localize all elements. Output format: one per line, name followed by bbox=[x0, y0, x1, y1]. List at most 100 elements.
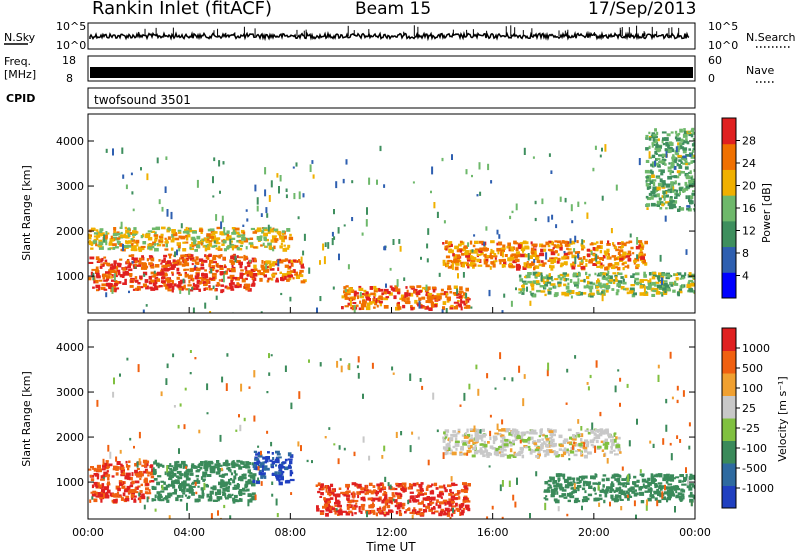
velocity-cell bbox=[463, 452, 467, 456]
power-cell bbox=[458, 244, 462, 247]
velocity-cell bbox=[584, 490, 587, 494]
velocity-cell bbox=[224, 473, 228, 476]
velocity-sparse-cell bbox=[173, 405, 176, 408]
velocity-sparse-cell bbox=[247, 479, 250, 485]
velocity-cell bbox=[603, 453, 606, 457]
velocity-sparse-cell bbox=[580, 426, 583, 431]
power-cell bbox=[200, 242, 203, 246]
velocity-sparse-cell bbox=[362, 436, 365, 443]
power-cell bbox=[115, 281, 119, 285]
velocity-sparse-cell bbox=[335, 508, 338, 511]
velocity-cell bbox=[119, 482, 122, 486]
power-cell bbox=[648, 131, 651, 135]
velocity-sparse-cell bbox=[395, 431, 398, 438]
power-cell bbox=[127, 265, 131, 269]
velocity-cell bbox=[252, 477, 256, 481]
power-cell bbox=[470, 259, 476, 262]
velocity-cell bbox=[279, 473, 283, 478]
power-cell bbox=[346, 290, 352, 294]
power-cell bbox=[427, 292, 433, 296]
velocity-sparse-cell bbox=[501, 480, 504, 487]
power-cell bbox=[672, 199, 675, 203]
power-cell bbox=[570, 263, 575, 266]
power-cell bbox=[433, 295, 437, 298]
velocity-cell bbox=[493, 437, 497, 442]
power-sparse-cell bbox=[584, 201, 587, 205]
power-cell bbox=[446, 296, 451, 301]
power-cell bbox=[425, 300, 430, 303]
power-sparse-cell bbox=[209, 311, 212, 313]
velocity-cell bbox=[412, 499, 418, 503]
velocity-ytick-label: 2000 bbox=[56, 431, 84, 444]
power-cell bbox=[632, 273, 636, 276]
power-cell bbox=[238, 241, 241, 244]
velocity-cell bbox=[627, 497, 630, 501]
velocity-cell bbox=[521, 454, 525, 459]
velocity-cell bbox=[657, 499, 662, 503]
power-cell bbox=[461, 241, 465, 245]
power-cell bbox=[88, 240, 92, 244]
power-cell bbox=[667, 169, 673, 173]
power-cell bbox=[535, 282, 541, 286]
velocity-cell bbox=[527, 437, 530, 442]
power-colorbar-swatch bbox=[722, 220, 736, 248]
velocity-cell bbox=[120, 497, 124, 501]
power-cell bbox=[92, 240, 97, 244]
power-sparse-cell bbox=[648, 151, 651, 159]
velocity-sparse-cell bbox=[635, 514, 637, 519]
power-cell bbox=[107, 232, 110, 235]
power-cell bbox=[651, 293, 656, 297]
velocity-cell bbox=[567, 428, 572, 432]
power-sparse-cell bbox=[140, 167, 142, 171]
velocity-cell bbox=[421, 500, 424, 505]
velocity-cell bbox=[428, 497, 432, 501]
power-cell bbox=[565, 285, 570, 290]
velocity-cell bbox=[667, 483, 673, 486]
velocity-sparse-cell bbox=[185, 466, 188, 470]
power-cell bbox=[464, 252, 469, 256]
power-cell bbox=[212, 256, 217, 261]
velocity-sparse-cell bbox=[384, 500, 387, 506]
power-cell bbox=[634, 257, 638, 261]
power-sparse-cell bbox=[260, 213, 263, 217]
power-cell bbox=[215, 269, 219, 273]
power-cell bbox=[139, 259, 142, 263]
velocity-cell bbox=[611, 442, 615, 447]
power-cell bbox=[416, 294, 419, 298]
velocity-cell bbox=[482, 433, 487, 436]
velocity-cell bbox=[571, 487, 577, 490]
velocity-sparse-cell bbox=[566, 513, 569, 517]
power-cell bbox=[675, 193, 681, 197]
velocity-cell bbox=[605, 445, 609, 448]
power-sparse-cell bbox=[302, 193, 305, 198]
power-cell bbox=[458, 290, 463, 295]
velocity-sparse-cell bbox=[573, 483, 576, 490]
velocity-cell bbox=[246, 465, 250, 468]
velocity-cell bbox=[276, 453, 281, 456]
power-cell bbox=[442, 306, 446, 311]
power-cell bbox=[518, 242, 521, 246]
power-cell bbox=[103, 262, 108, 265]
velocity-sparse-cell bbox=[690, 500, 693, 507]
power-cell bbox=[615, 292, 619, 296]
power-cell bbox=[532, 243, 538, 247]
power-sparse-cell bbox=[153, 270, 156, 274]
power-cell bbox=[165, 261, 168, 264]
power-cell bbox=[453, 258, 458, 262]
power-cell bbox=[172, 259, 176, 263]
velocity-cell bbox=[581, 475, 585, 480]
velocity-cell bbox=[448, 503, 453, 507]
velocity-cell bbox=[548, 430, 554, 433]
velocity-sparse-cell bbox=[184, 387, 187, 391]
power-cell bbox=[184, 262, 190, 267]
power-cell bbox=[447, 299, 451, 302]
velocity-cell bbox=[595, 474, 598, 478]
power-cell bbox=[171, 234, 174, 238]
power-cell bbox=[575, 273, 579, 278]
power-cell bbox=[649, 180, 654, 184]
velocity-cell bbox=[446, 511, 450, 515]
power-cell bbox=[150, 287, 156, 291]
power-cell bbox=[459, 240, 463, 243]
power-sparse-cell bbox=[396, 279, 399, 287]
velocity-colorbar-tick-label: 100 bbox=[742, 382, 763, 395]
